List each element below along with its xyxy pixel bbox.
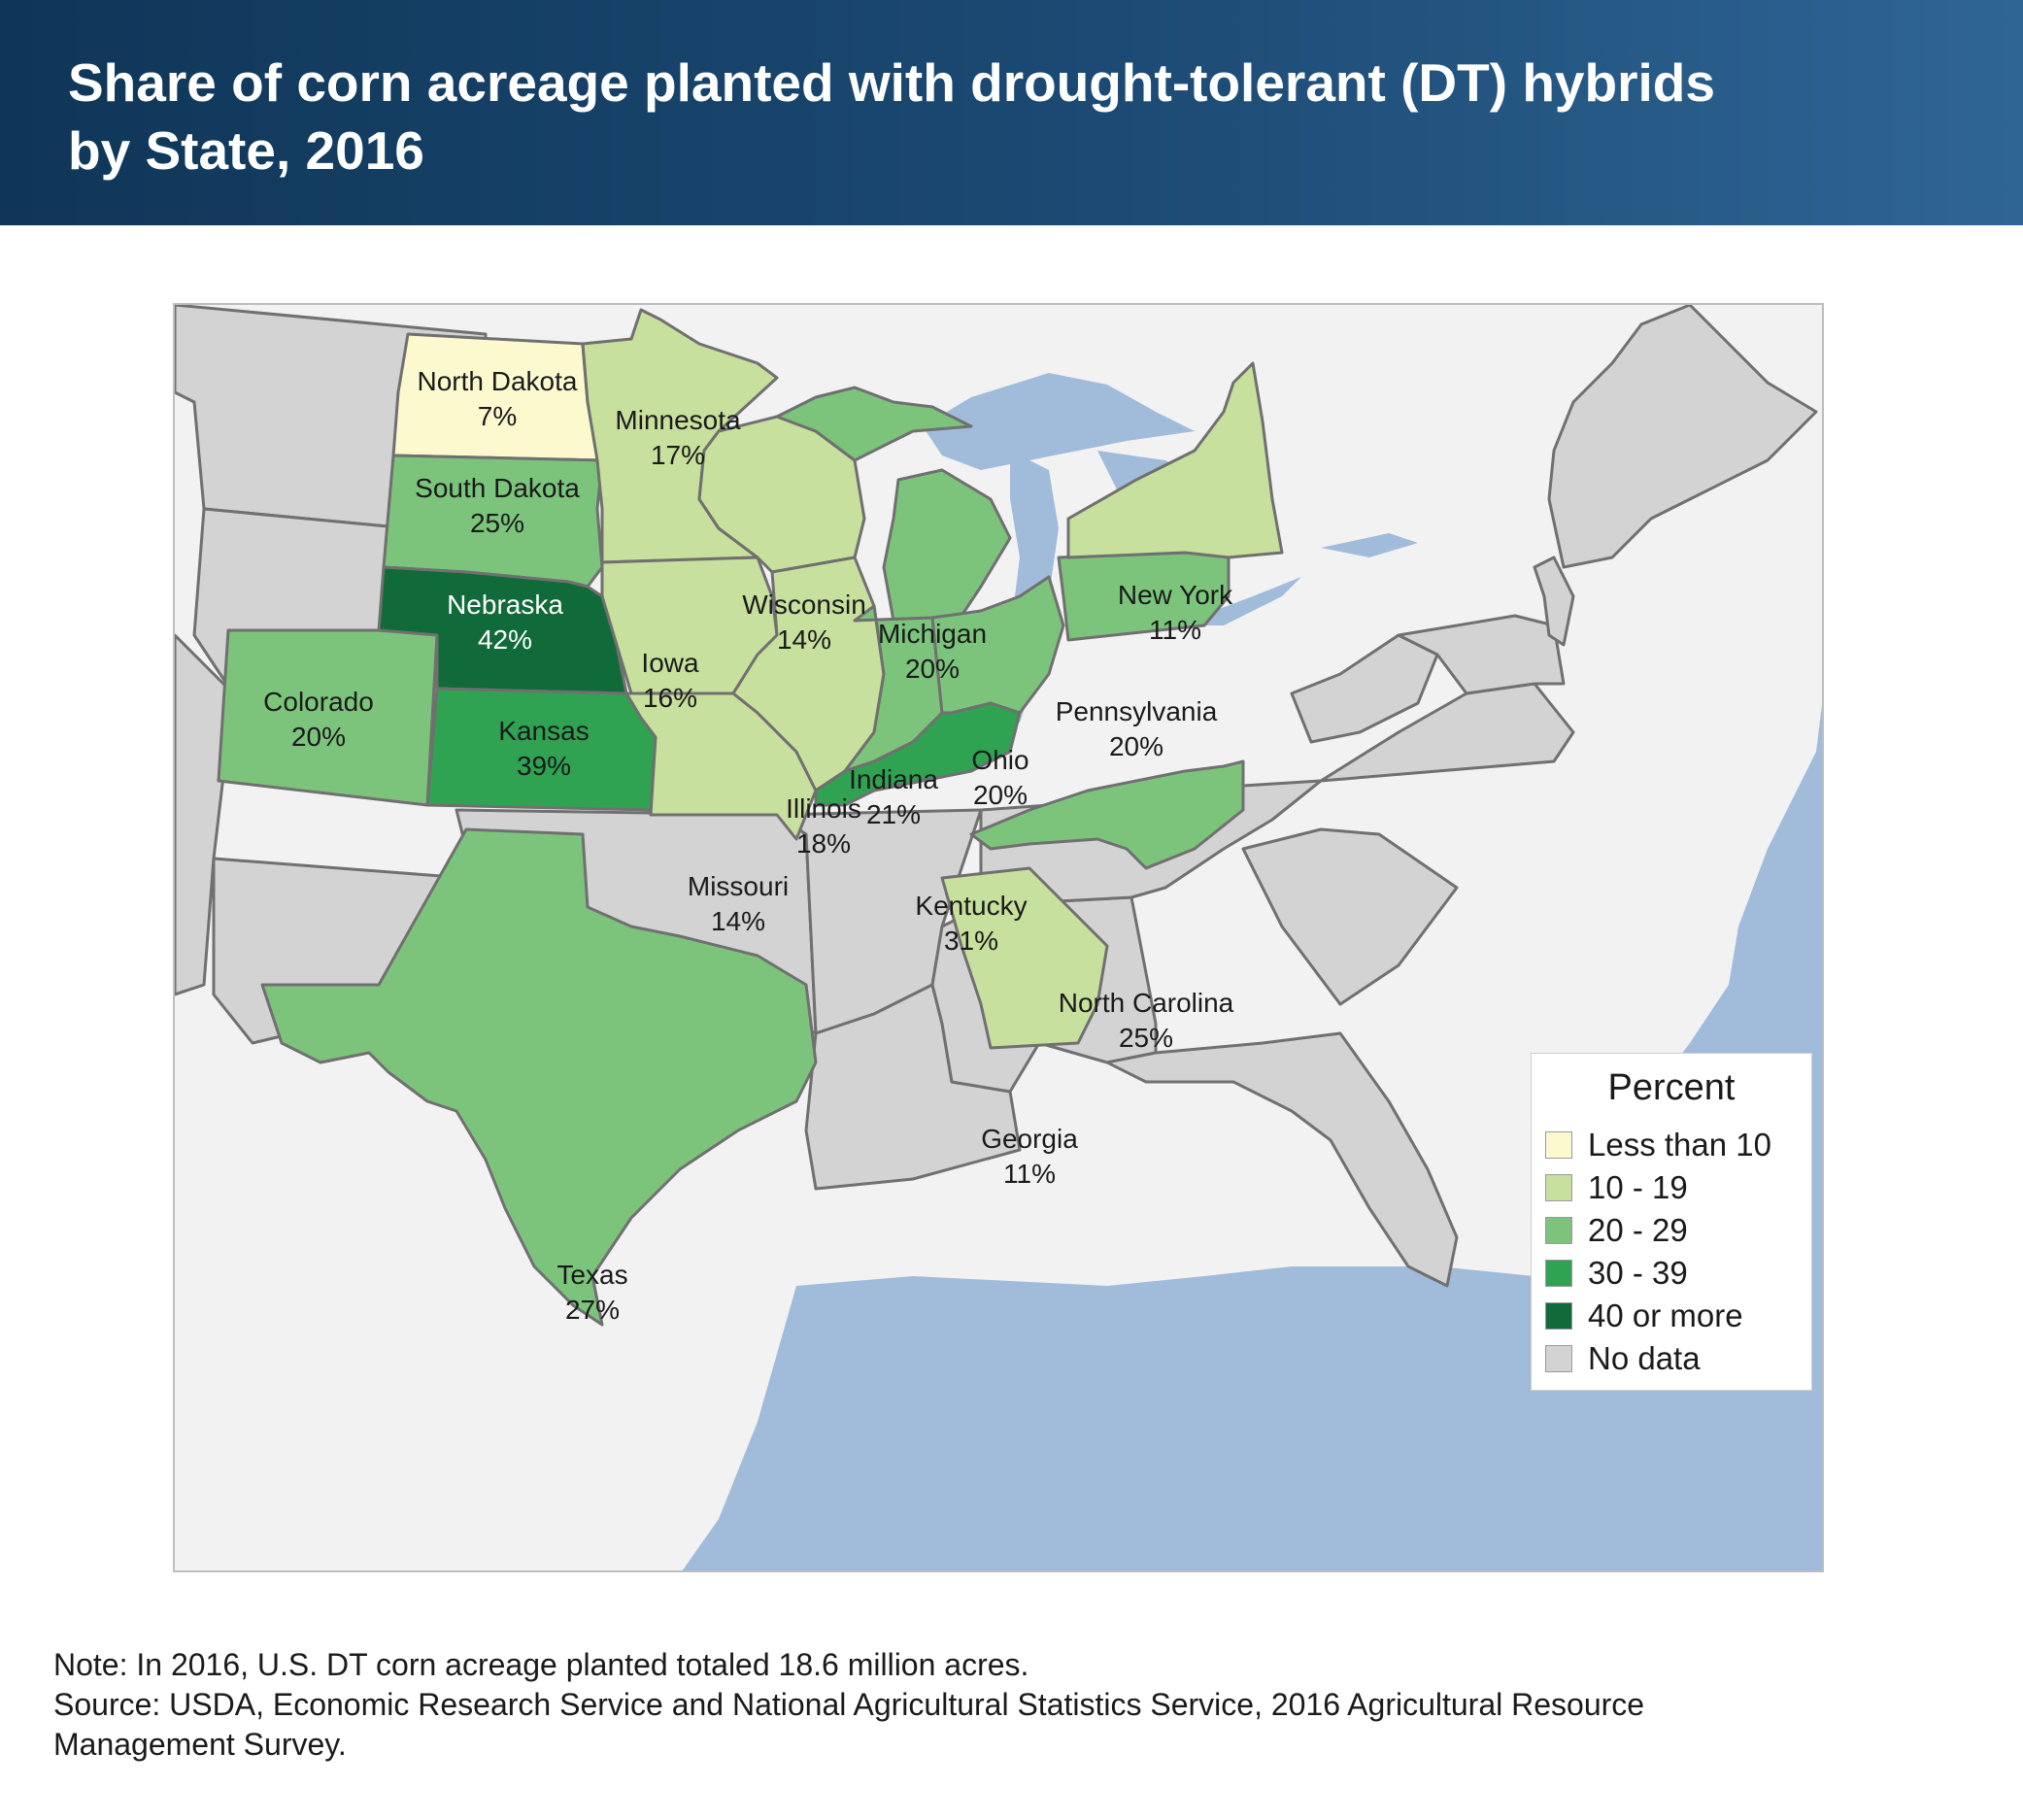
notes: Note: In 2016, U.S. DT corn acreage plan… xyxy=(53,1645,1976,1765)
legend-item-20-29: 20 - 29 xyxy=(1545,1211,1807,1250)
legend-item-40-or-more: 40 or more xyxy=(1545,1297,1807,1335)
legend-label: 40 or more xyxy=(1588,1298,1743,1333)
state-maryland-delaware xyxy=(1397,614,1566,695)
data-states xyxy=(217,308,1284,1327)
legend-item-no-data: No data xyxy=(1545,1339,1807,1378)
label-colorado-name: Colorado xyxy=(263,687,374,717)
label-illinois-value: 18% xyxy=(796,828,851,859)
label-south-dakota-name: South Dakota xyxy=(415,473,580,503)
label-illinois-name: Illinois xyxy=(786,793,861,824)
state-virginia xyxy=(1270,682,1575,822)
label-wisconsin-value: 14% xyxy=(777,624,831,655)
map: North Dakota 7% South Dakota 25% Nebrask… xyxy=(173,303,1824,1572)
source-text-line-2: Management Survey. xyxy=(53,1727,347,1762)
state-north-carolina xyxy=(969,759,1245,870)
title-line-2: by State, 2016 xyxy=(68,120,424,181)
state-new-jersey xyxy=(1533,556,1575,647)
label-indiana-value: 21% xyxy=(866,799,921,829)
state-texas xyxy=(260,827,818,1327)
state-south-carolina xyxy=(1241,827,1459,1006)
legend: Percent Less than 10 10 - 19 20 - 29 30 … xyxy=(1531,1053,1812,1391)
legend-swatch xyxy=(1545,1345,1572,1372)
label-wisconsin-name: Wisconsin xyxy=(742,590,866,620)
legend-label: 30 - 39 xyxy=(1588,1255,1688,1291)
state-georgia xyxy=(940,866,1109,1050)
state-north-dakota xyxy=(391,332,604,462)
source-text-line-1: Source: USDA, Economic Research Service … xyxy=(53,1687,1645,1722)
label-missouri-value: 14% xyxy=(711,906,765,936)
label-ohio-value: 20% xyxy=(973,780,1028,810)
label-ohio-name: Ohio xyxy=(971,745,1028,775)
label-pennsylvania-value: 20% xyxy=(1109,731,1163,761)
label-north-carolina-value: 25% xyxy=(1119,1023,1173,1053)
legend-item-less-than-10: Less than 10 xyxy=(1545,1126,1807,1164)
legend-swatch xyxy=(1545,1131,1572,1159)
label-michigan-name: Michigan xyxy=(878,619,987,649)
label-minnesota-value: 17% xyxy=(651,440,705,470)
label-nebraska-name: Nebraska xyxy=(447,590,563,620)
label-kansas-name: Kansas xyxy=(498,716,589,746)
state-labels: North Dakota 7% South Dakota 25% Nebrask… xyxy=(263,366,1234,1325)
state-kentucky xyxy=(814,701,1022,807)
legend-label: 20 - 29 xyxy=(1588,1212,1688,1248)
label-iowa-value: 16% xyxy=(643,683,697,713)
legend-label: Less than 10 xyxy=(1588,1127,1771,1163)
label-kentucky-name: Kentucky xyxy=(915,891,1027,921)
label-texas-value: 27% xyxy=(565,1295,620,1325)
legend-label: No data xyxy=(1588,1340,1701,1376)
state-michigan xyxy=(882,468,1012,623)
label-minnesota-name: Minnesota xyxy=(615,405,741,435)
label-michigan-value: 20% xyxy=(905,654,960,684)
legend-item-30-39: 30 - 39 xyxy=(1545,1254,1807,1293)
lake-ontario xyxy=(1321,533,1418,557)
legend-swatch xyxy=(1545,1217,1572,1244)
label-georgia-name: Georgia xyxy=(981,1124,1078,1154)
label-pennsylvania-name: Pennsylvania xyxy=(1056,696,1218,726)
legend-label: 10 - 19 xyxy=(1588,1169,1688,1205)
chart-title: Share of corn acreage planted with droug… xyxy=(68,49,1972,185)
label-kentucky-value: 31% xyxy=(944,926,998,956)
label-texas-name: Texas xyxy=(556,1260,627,1290)
label-north-dakota-value: 7% xyxy=(478,401,517,431)
label-iowa-name: Iowa xyxy=(641,648,699,678)
legend-swatch xyxy=(1545,1260,1572,1287)
label-north-dakota-name: North Dakota xyxy=(418,366,578,396)
state-colorado xyxy=(217,628,439,807)
label-north-carolina-name: North Carolina xyxy=(1059,988,1234,1018)
label-nebraska-value: 42% xyxy=(478,624,532,655)
label-georgia-value: 11% xyxy=(1003,1159,1056,1189)
legend-swatch xyxy=(1545,1302,1572,1330)
state-new-england xyxy=(1547,305,1818,569)
legend-item-10-19: 10 - 19 xyxy=(1545,1168,1807,1207)
label-indiana-name: Indiana xyxy=(849,764,938,794)
label-new-york-value: 11% xyxy=(1149,615,1201,645)
legend-title: Percent xyxy=(1607,1067,1736,1108)
lake-superior xyxy=(923,373,1195,470)
state-kansas xyxy=(425,687,657,812)
note-text: Note: In 2016, U.S. DT corn acreage plan… xyxy=(53,1647,1029,1682)
lake-erie xyxy=(1175,577,1301,625)
state-new-york xyxy=(1066,361,1284,559)
label-kansas-value: 39% xyxy=(517,751,571,781)
state-west-virginia xyxy=(1290,633,1439,744)
title-line-1: Share of corn acreage planted with droug… xyxy=(68,52,1715,113)
label-missouri-name: Missouri xyxy=(688,871,789,901)
map-svg: North Dakota 7% South Dakota 25% Nebrask… xyxy=(175,305,1822,1570)
header-banner: Share of corn acreage planted with droug… xyxy=(0,0,2023,225)
label-south-dakota-value: 25% xyxy=(470,508,524,538)
label-new-york-name: New York xyxy=(1118,580,1233,610)
state-florida xyxy=(1105,1031,1459,1288)
legend-swatch xyxy=(1545,1174,1572,1201)
label-colorado-value: 20% xyxy=(291,722,346,752)
state-michigan-upper xyxy=(775,386,973,462)
